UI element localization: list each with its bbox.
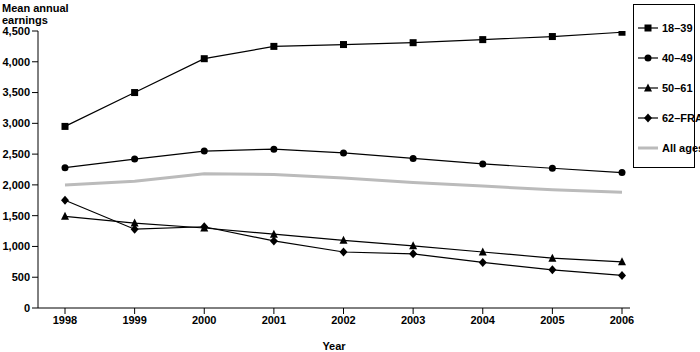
svg-text:2006: 2006 bbox=[610, 314, 634, 326]
svg-text:1,000: 1,000 bbox=[8, 240, 30, 252]
svg-text:500: 500 bbox=[12, 271, 30, 283]
svg-text:0: 0 bbox=[24, 302, 30, 314]
svg-text:1998: 1998 bbox=[53, 314, 77, 326]
html-text:50–61: 50–61 bbox=[662, 82, 693, 94]
svg-text:4,500: 4,500 bbox=[8, 25, 30, 37]
svg-text:4,000: 4,000 bbox=[8, 56, 30, 68]
svg-text:2003: 2003 bbox=[401, 314, 425, 326]
svg-text:2,500: 2,500 bbox=[8, 148, 30, 160]
svg-text:3,500: 3,500 bbox=[8, 86, 30, 98]
html-text:Mean annual earnings: Mean annual earnings bbox=[2, 2, 69, 26]
svg-text:2005: 2005 bbox=[540, 314, 564, 326]
html-text:18–39: 18–39 bbox=[662, 22, 693, 34]
svg-text:2,000: 2,000 bbox=[8, 179, 30, 191]
svg-text:1,500: 1,500 bbox=[8, 210, 30, 222]
svg-text:2000: 2000 bbox=[192, 314, 216, 326]
svg-text:1999: 1999 bbox=[122, 314, 146, 326]
svg-text:Year: Year bbox=[322, 340, 346, 352]
svg-text:3,000: 3,000 bbox=[8, 117, 30, 129]
svg-text:2001: 2001 bbox=[262, 314, 286, 326]
html-text:40–49: 40–49 bbox=[662, 52, 693, 64]
svg-text:2002: 2002 bbox=[331, 314, 355, 326]
svg-text:2004: 2004 bbox=[471, 314, 496, 326]
